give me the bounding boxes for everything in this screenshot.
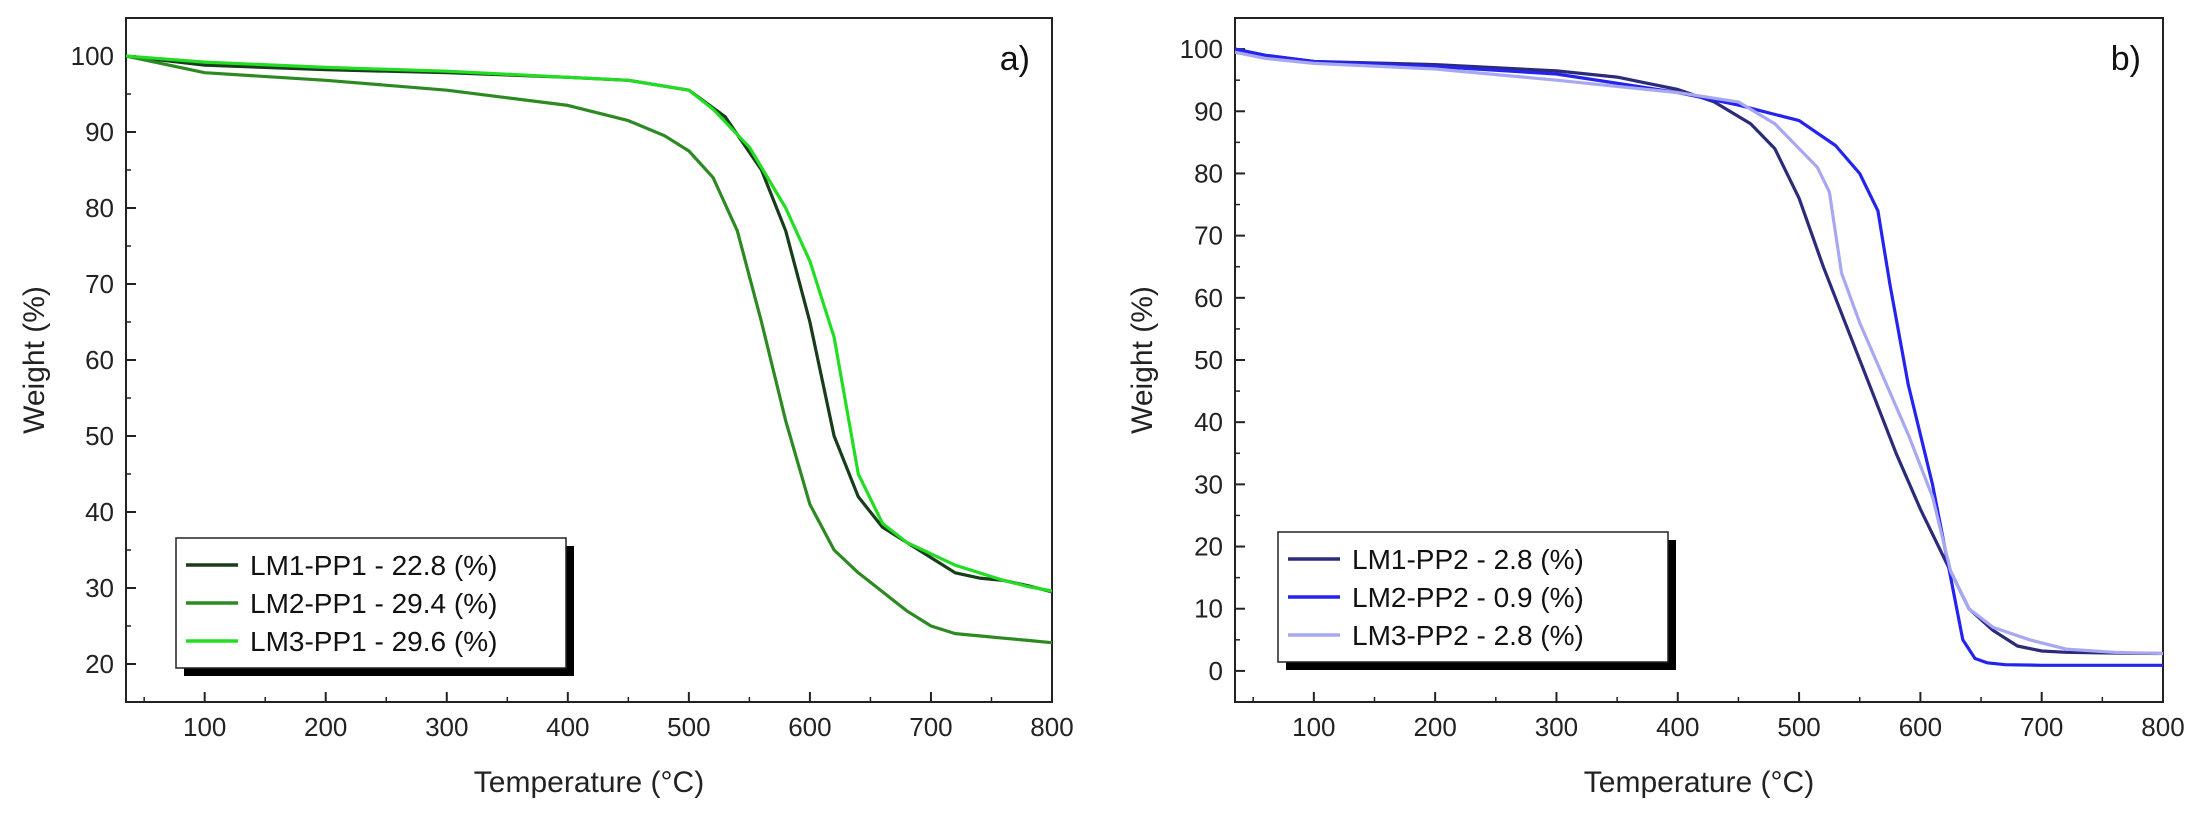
panel-label: a) bbox=[1000, 40, 1030, 78]
x-tick-label: 100 bbox=[1292, 712, 1335, 742]
y-tick-label: 80 bbox=[85, 193, 114, 223]
legend-label-2: LM2-PP1 - 29.4 (%) bbox=[250, 588, 497, 619]
y-tick-label: 0 bbox=[1209, 656, 1223, 686]
y-tick-label: 40 bbox=[1194, 407, 1223, 437]
y-tick-label: 90 bbox=[1194, 96, 1223, 126]
x-tick-label: 200 bbox=[304, 712, 347, 742]
y-tick-label: 60 bbox=[85, 345, 114, 375]
x-tick-label: 600 bbox=[1899, 712, 1942, 742]
x-axis-title: Temperature (°C) bbox=[474, 766, 704, 799]
x-tick-label: 300 bbox=[425, 712, 468, 742]
x-tick-label: 600 bbox=[788, 712, 831, 742]
y-tick-label: 70 bbox=[1194, 221, 1223, 251]
series-line-2 bbox=[1235, 47, 2163, 667]
legend: LM1-PP2 - 2.8 (%) LM2-PP2 - 0.9 (%) LM3-PP… bbox=[1277, 531, 1676, 670]
y-tick-label: 100 bbox=[71, 41, 114, 71]
y-tick-label: 80 bbox=[1194, 158, 1223, 188]
y-tick-label: 100 bbox=[1180, 34, 1223, 64]
x-tick-label: 800 bbox=[1030, 712, 1073, 742]
y-tick-label: 30 bbox=[1194, 469, 1223, 499]
y-axis-title: Weight (%) bbox=[18, 286, 51, 434]
legend-box bbox=[175, 537, 567, 669]
legend-label-1: LM1-PP1 - 22.8 (%) bbox=[250, 550, 497, 581]
x-tick-label: 800 bbox=[2141, 712, 2184, 742]
y-tick-label: 20 bbox=[1194, 532, 1223, 562]
x-tick-label: 100 bbox=[183, 712, 226, 742]
legend-label-1: LM1-PP2 - 2.8 (%) bbox=[1352, 544, 1584, 575]
x-tick-label: 200 bbox=[1413, 712, 1456, 742]
y-tick-label: 10 bbox=[1194, 594, 1223, 624]
x-tick-label: 300 bbox=[1535, 712, 1578, 742]
x-axis-title: Temperature (°C) bbox=[1584, 766, 1814, 799]
chart-panel-1: 100 200 300 400 500 600 700 800 20 30 40 50 60 70 80 90… bbox=[18, 17, 1074, 799]
series-line-1 bbox=[126, 54, 1052, 594]
legend: LM1-PP1 - 22.8 (%) LM2-PP1 - 29.4 (%) LM3-… bbox=[175, 537, 574, 676]
y-tick-label: 30 bbox=[85, 573, 114, 603]
legend-label-3: LM3-PP2 - 2.8 (%) bbox=[1352, 620, 1584, 651]
x-tick-label: 500 bbox=[1777, 712, 1820, 742]
series-line-1 bbox=[1235, 47, 2163, 656]
y-tick-label: 90 bbox=[85, 117, 114, 147]
x-tick-label: 700 bbox=[2020, 712, 2063, 742]
y-tick-label: 70 bbox=[85, 269, 114, 299]
series-line-2 bbox=[126, 54, 1052, 645]
chart-panel-2: 100 200 300 400 500 600 700 800 0 10 20 30 40 50 60 70 8… bbox=[1126, 17, 2185, 799]
x-tick-label: 400 bbox=[546, 712, 589, 742]
y-tick-label: 40 bbox=[85, 497, 114, 527]
panel-label: b) bbox=[2111, 40, 2141, 78]
y-axis-title: Weight (%) bbox=[1126, 286, 1159, 434]
y-tick-label: 20 bbox=[85, 649, 114, 679]
series-line-3 bbox=[126, 54, 1052, 593]
y-tick-label: 50 bbox=[1194, 345, 1223, 375]
legend-label-2: LM2-PP2 - 0.9 (%) bbox=[1352, 582, 1584, 613]
y-tick-label: 50 bbox=[85, 421, 114, 451]
legend-label-3: LM3-PP1 - 29.6 (%) bbox=[250, 626, 497, 657]
series-line-3 bbox=[1235, 50, 2163, 656]
legend-box bbox=[1277, 531, 1669, 663]
x-tick-label: 400 bbox=[1656, 712, 1699, 742]
x-tick-label: 700 bbox=[909, 712, 952, 742]
x-tick-label: 500 bbox=[667, 712, 710, 742]
y-tick-label: 60 bbox=[1194, 283, 1223, 313]
